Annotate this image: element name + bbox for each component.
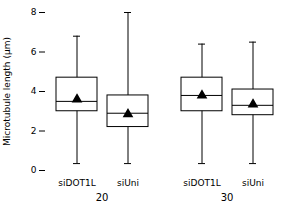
svg-text:siDOT1L: siDOT1L [183,178,220,188]
svg-text:8: 8 [31,7,37,17]
svg-text:siUni: siUni [117,178,139,188]
svg-text:0: 0 [31,165,37,175]
svg-text:Microtubule length (μm): Microtubule length (μm) [2,37,12,146]
svg-text:30: 30 [221,192,234,203]
svg-text:4: 4 [31,86,37,96]
svg-text:siDOT1L: siDOT1L [58,178,95,188]
svg-text:2: 2 [31,126,37,136]
svg-text:siUni: siUni [242,178,264,188]
svg-text:6: 6 [31,47,37,57]
svg-text:20: 20 [96,192,109,203]
